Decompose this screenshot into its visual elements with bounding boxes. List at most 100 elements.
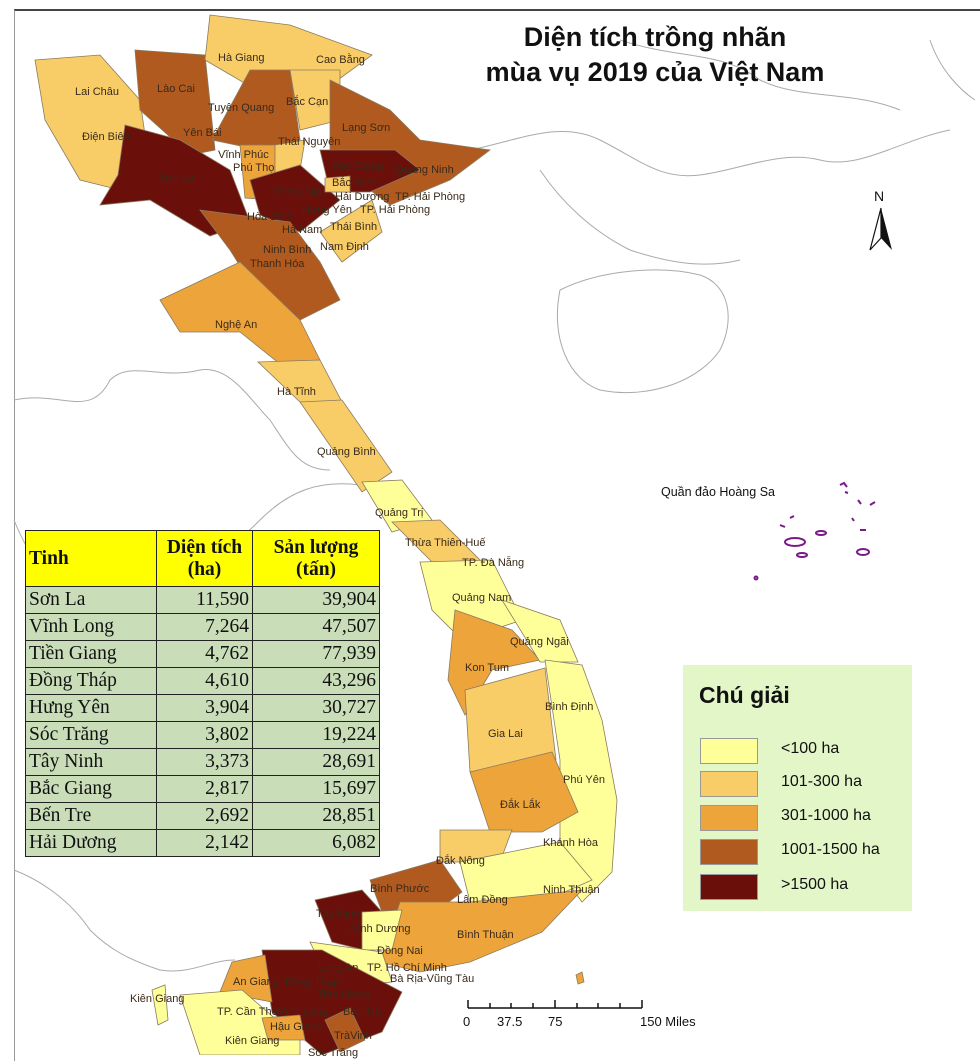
region-quang-ngai [501, 599, 579, 663]
yield-cell: 6,082 [252, 829, 380, 857]
top-provinces-table: Tinh Diện tích (ha) Sản lượng (tấn) Sơn … [25, 530, 380, 857]
province-label: Quảng Ngãi [510, 636, 569, 648]
province-cell: Bắc Giang [25, 775, 157, 803]
legend-title: Chú giải [699, 682, 790, 708]
area-cell: 2,142 [156, 829, 253, 857]
map-frame [14, 9, 980, 1061]
yield-cell: 43,296 [252, 667, 380, 695]
yield-cell: 15,697 [252, 775, 380, 803]
area-cell: 7,264 [156, 613, 253, 641]
region-hoa-binh-thanh-hoa [199, 209, 341, 321]
region-lam-dong [459, 841, 593, 903]
province-label: Bình Dương [350, 923, 411, 935]
province-label: Sơn La [158, 172, 194, 184]
region-hau-giang [261, 1014, 306, 1041]
area-cell: 3,373 [156, 748, 253, 776]
yield-cell: 39,904 [252, 586, 380, 614]
island-label: Quần đảo Hoàng Sa [661, 485, 775, 499]
province-label: Hà Giang [218, 52, 265, 64]
province-label: Thừa Thiên-Huế [405, 537, 486, 549]
province-label: Hòa Bình [247, 211, 293, 223]
region-bac-ninh [324, 175, 351, 193]
province-label: Bắc Giang [332, 160, 384, 172]
region-binh-duong [361, 909, 403, 951]
province-label: TràVinh [334, 1030, 372, 1042]
province-label: Kiên Giang [130, 993, 185, 1005]
scale-label: 75 [548, 1014, 563, 1029]
province-label: Ninh Thuận [543, 884, 600, 896]
yield-cell: 28,691 [252, 748, 380, 776]
region-an-giang [219, 954, 273, 1003]
legend-swatch [700, 738, 758, 764]
table-row: Sơn La 11,590 39,904 [25, 586, 380, 614]
province-label: Lạng Sơn [342, 122, 391, 134]
area-cell: 4,610 [156, 667, 253, 695]
area-cell: 11,590 [156, 586, 253, 614]
province-label: TP. Hà Nội [270, 186, 323, 198]
province-label: Thanh Hóa [250, 258, 305, 270]
province-label: Bình Phước [370, 883, 430, 895]
province-label: Hải Dương [335, 191, 390, 203]
province-label: Hà Tĩnh [277, 386, 316, 398]
map-title-line1: Diện tích trồng nhãn [523, 22, 787, 52]
province-label: Đồng Tháp [285, 976, 340, 988]
province-label: Thái Nguyên [278, 136, 341, 148]
region-dong-nai-binh-thuan [379, 889, 584, 973]
province-label: Khánh Hòa [543, 837, 599, 849]
yield-cell: 30,727 [252, 694, 380, 722]
province-label: Vĩnh Long [278, 1006, 329, 1018]
table-row: Đồng Tháp 4,610 43,296 [25, 667, 380, 695]
province-label: Thái Bình [330, 221, 378, 233]
province-label: Ninh Bình [263, 244, 312, 256]
region-con-dao [575, 971, 585, 985]
province-label: Bà Rịa-Vũng Tàu [390, 973, 475, 985]
province-label: An Giang [233, 976, 279, 988]
scale-label: 37.5 [497, 1014, 523, 1029]
region-thai-binh-nam-dinh [319, 199, 383, 263]
province-label: Tiền Giang [317, 989, 371, 1001]
province-cell: Hưng Yên [25, 694, 157, 722]
province-label: Bình Định [545, 701, 594, 713]
province-label: TP. Hải Phòng [360, 204, 431, 216]
header-province: Tinh [25, 530, 157, 587]
legend-label: 101-300 ha [781, 773, 862, 790]
hoang-sa-islands [753, 481, 876, 581]
legend: Chú giải <100 ha 101-300 ha 301-1000 ha 100… [683, 665, 912, 911]
province-label: Hà Nam [282, 224, 323, 236]
area-cell: 3,904 [156, 694, 253, 722]
legend-label: 1001-1500 ha [781, 841, 880, 858]
province-label: Hưng Yên [302, 204, 352, 216]
province-label: Cao Bằng [316, 54, 365, 66]
header-yield: Sản lượng (tấn) [252, 530, 380, 587]
province-label: Yên Bái [183, 127, 222, 139]
province-cell: Sơn La [25, 586, 157, 614]
province-label: Tây Ninh [316, 908, 361, 920]
legend-swatch [700, 874, 758, 900]
province-label: Quảng Bình [317, 446, 376, 458]
province-label: Vĩnh Phúc [218, 149, 269, 161]
region-dak-lak [469, 751, 579, 833]
province-cell: Sóc Trăng [25, 721, 157, 749]
province-label: Long An [318, 962, 359, 974]
province-label: Tuyên Quang [208, 102, 275, 114]
table-row: Bến Tre 2,692 28,851 [25, 802, 380, 830]
legend-label: <100 ha [781, 740, 840, 757]
province-label: TP. Đà Nẵng [462, 557, 525, 569]
region-tra-vinh [324, 1007, 366, 1053]
region-ha-noi-hung-yen [249, 164, 341, 233]
north-arrow-icon [869, 207, 892, 251]
yield-cell: 28,851 [252, 802, 380, 830]
province-label: Đồng Nai [377, 945, 423, 957]
province-label: Nghệ An [215, 319, 258, 331]
table-row: Tây Ninh 3,373 28,691 [25, 748, 380, 776]
province-label: Lai Châu [75, 86, 120, 98]
province-label: Phú Yên [563, 774, 606, 786]
province-label: Kon Tum [465, 662, 510, 674]
province-label: Gia Lai [488, 728, 523, 740]
province-label: Nam Định [320, 241, 369, 253]
table-row: Tiền Giang 4,762 77,939 [25, 640, 380, 668]
area-cell: 2,692 [156, 802, 253, 830]
province-label: Điện Biên [82, 131, 130, 143]
province-cell: Bến Tre [25, 802, 157, 830]
province-cell: Vĩnh Long [25, 613, 157, 641]
